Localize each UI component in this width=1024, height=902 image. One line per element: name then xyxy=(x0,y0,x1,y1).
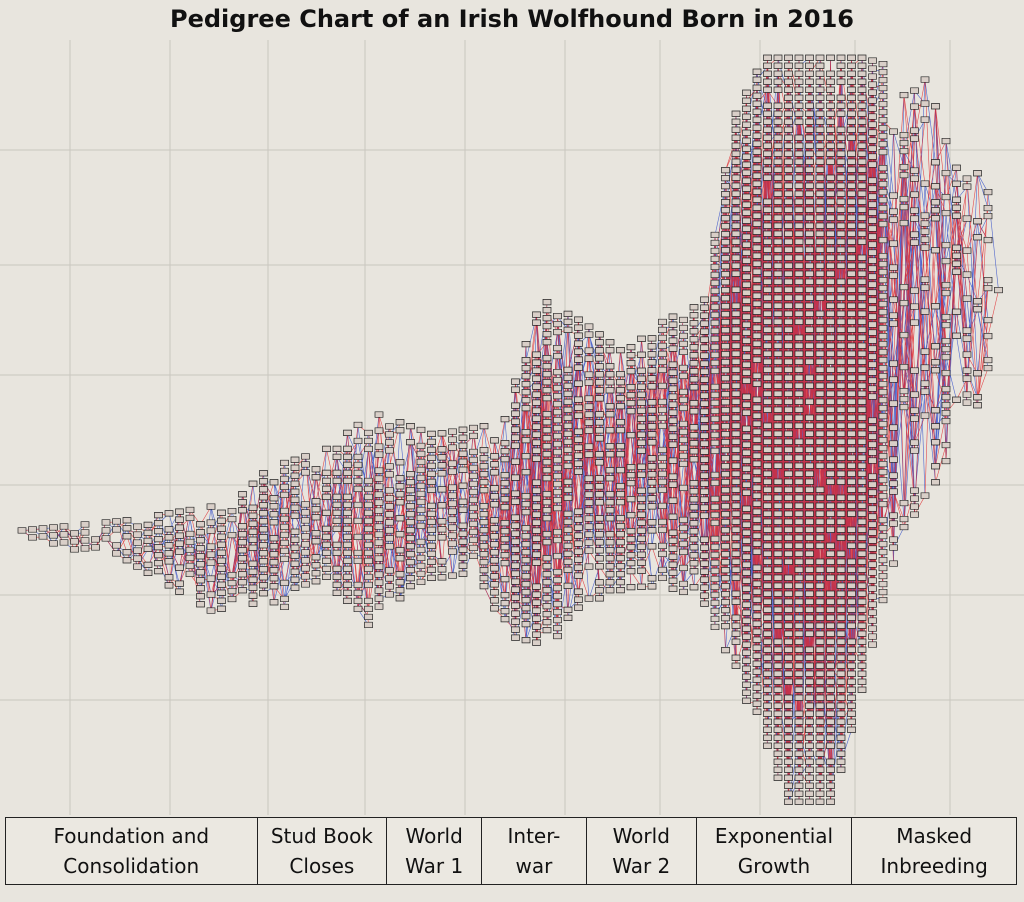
era-label: Consolidation xyxy=(63,854,200,878)
dog-boxes xyxy=(17,54,1003,805)
era-label: war xyxy=(515,854,553,878)
era-cell: World War 2 xyxy=(587,818,697,884)
era-cell: Inter-war xyxy=(482,818,587,884)
era-label: Foundation and xyxy=(53,824,210,848)
era-label: Stud Book xyxy=(270,824,373,848)
era-label: War 2 xyxy=(612,854,671,878)
dam-lines xyxy=(21,57,999,803)
pedigree-diagram xyxy=(0,40,1024,815)
era-label: Inter- xyxy=(507,824,561,848)
era-cell: Stud Book Closes xyxy=(258,818,388,884)
era-label: War 1 xyxy=(405,854,464,878)
era-label: Inbreeding xyxy=(880,854,988,878)
era-label: Masked xyxy=(896,824,973,848)
era-cell: World War 1 xyxy=(387,818,483,884)
chart-title: Pedigree Chart of an Irish Wolfhound Bor… xyxy=(170,5,854,33)
era-label: Closes xyxy=(289,854,355,878)
era-label: World xyxy=(405,824,463,848)
era-label: Growth xyxy=(737,854,811,878)
era-label: World xyxy=(612,824,670,848)
era-cell: Masked Inbreeding xyxy=(852,818,1016,884)
era-cell: Foundation and Consolidation xyxy=(6,818,258,884)
era-table: Foundation and Consolidation Stud Book Clos… xyxy=(5,817,1017,885)
era-cell: Exponential Growth xyxy=(697,818,853,884)
era-label: Exponential xyxy=(714,824,834,848)
